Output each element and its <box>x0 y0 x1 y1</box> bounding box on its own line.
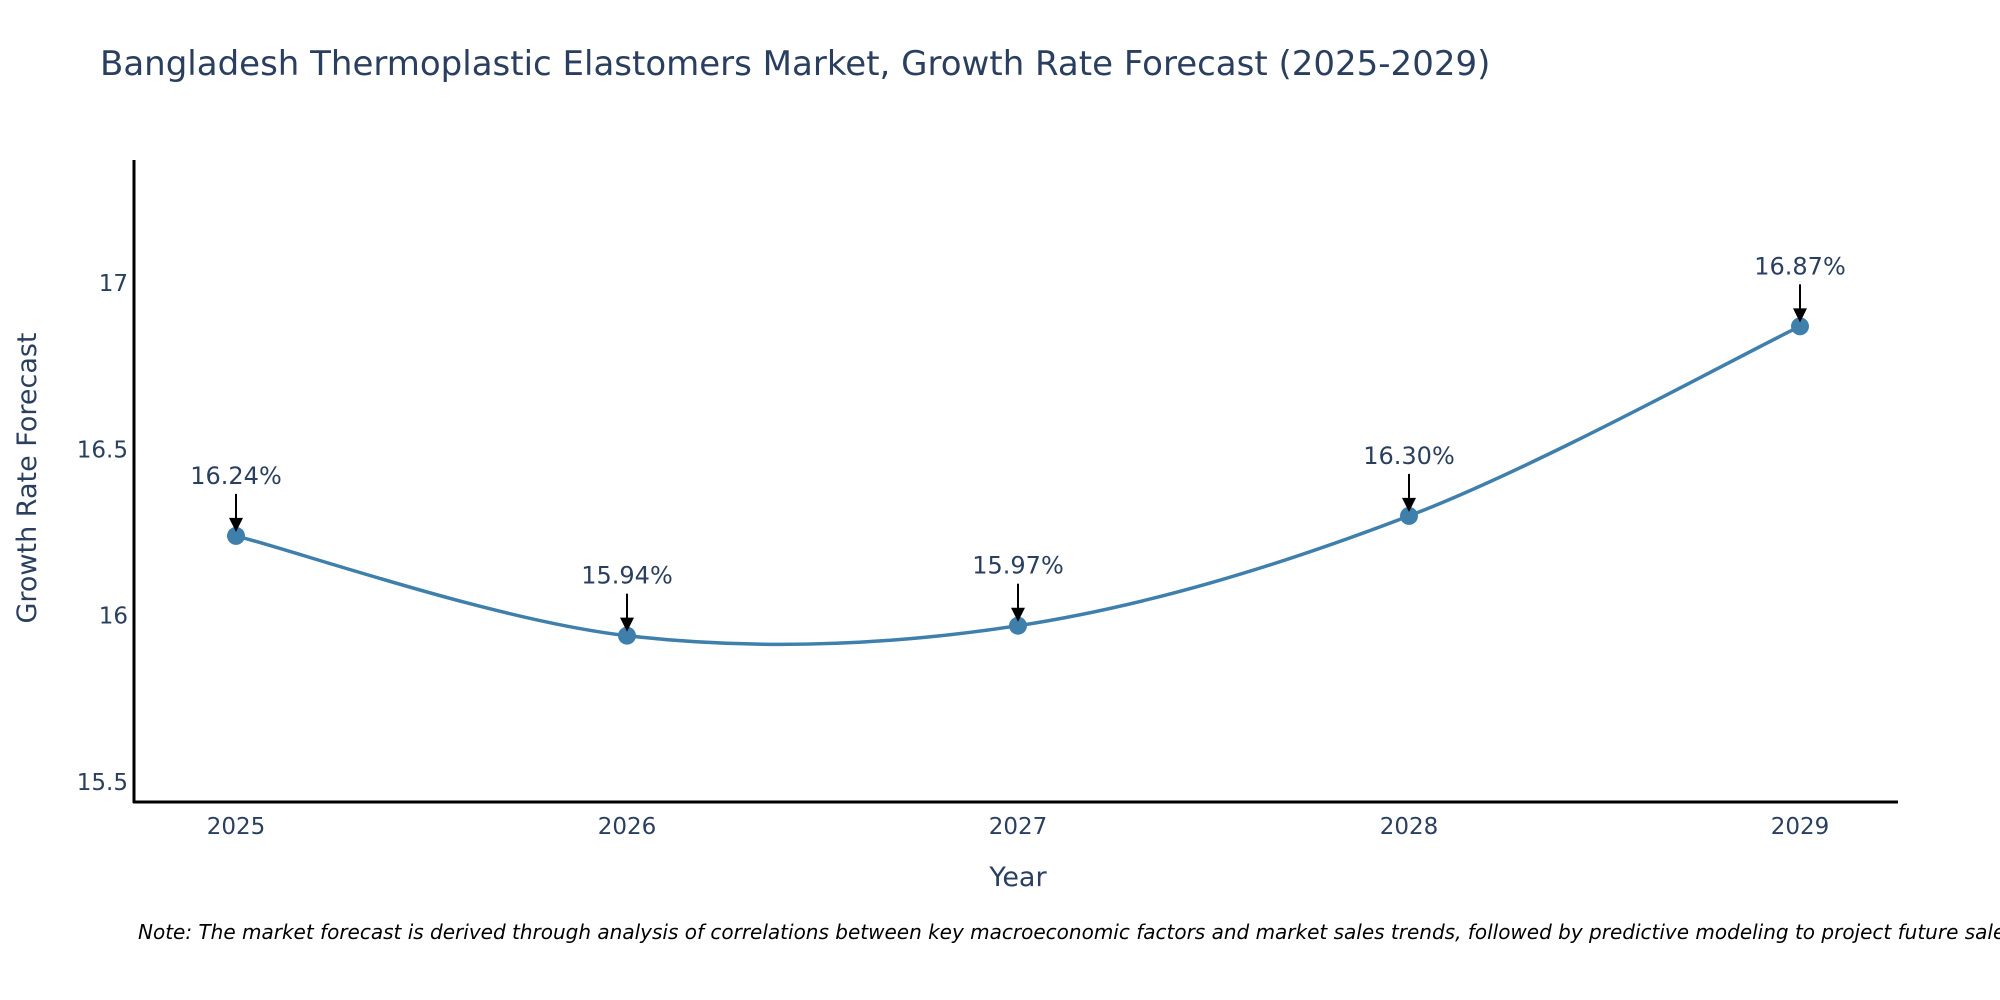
data-point[interactable] <box>227 526 245 545</box>
axes <box>132 160 1898 804</box>
series-growth-rate <box>227 317 1809 647</box>
y-tick-label: 16.5 <box>77 437 128 463</box>
y-tick-label: 16 <box>99 604 128 630</box>
data-annotations: 16.24% 15.94% 15.97% 16.30% 16.87% <box>190 252 1846 632</box>
data-point[interactable] <box>1400 506 1418 525</box>
annotation-arrow-head <box>1402 497 1416 512</box>
x-tick-label: 2027 <box>989 814 1048 840</box>
chart-title: Bangladesh Thermoplastic Elastomers Mark… <box>100 44 1491 84</box>
data-label: 16.30% <box>1363 442 1455 470</box>
data-point[interactable] <box>1009 616 1027 635</box>
data-point[interactable] <box>1791 317 1809 336</box>
chart-note: Note: The market forecast is derived thr… <box>138 920 2000 944</box>
data-point[interactable] <box>618 626 636 645</box>
data-label: 16.87% <box>1754 252 1846 280</box>
x-axis-title: Year <box>988 862 1047 893</box>
x-tick-label: 2029 <box>1771 814 1830 840</box>
annotation-arrow-head <box>229 517 243 532</box>
annotation-arrow-head <box>620 617 634 632</box>
x-tick-label: 2025 <box>207 814 266 840</box>
y-tick-labels: 15.5 16 16.5 17 <box>77 271 128 796</box>
data-label: 15.94% <box>581 562 673 590</box>
y-axis-title: Growth Rate Forecast <box>12 332 43 623</box>
y-tick-label: 17 <box>99 271 128 297</box>
data-label: 16.24% <box>190 462 282 490</box>
annotation-arrow-head <box>1793 308 1807 323</box>
x-tick-label: 2028 <box>1380 814 1439 840</box>
annotation-arrow-head <box>1011 607 1025 622</box>
y-tick-label: 15.5 <box>77 770 128 796</box>
data-label: 15.97% <box>972 552 1064 580</box>
x-tick-labels: 2025 2026 2027 2028 2029 <box>207 814 1830 840</box>
x-tick-label: 2026 <box>598 814 657 840</box>
